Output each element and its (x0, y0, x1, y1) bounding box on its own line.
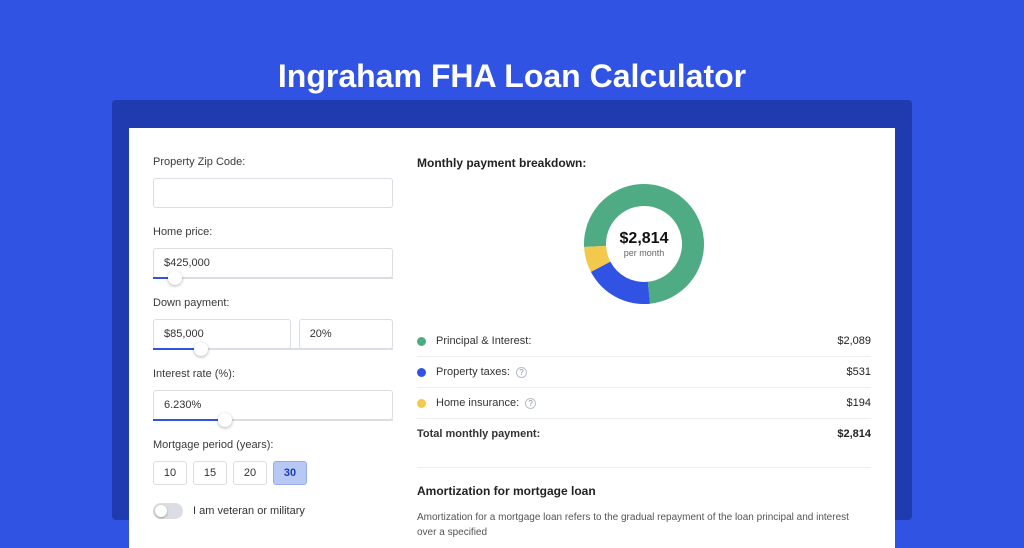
page-title: Ingraham FHA Loan Calculator (0, 58, 1024, 95)
legend-text-taxes: Property taxes: (436, 366, 510, 378)
interest-rate-input[interactable] (153, 390, 393, 420)
legend-label-insurance: Home insurance: ? (436, 397, 847, 409)
interest-rate-label: Interest rate (%): (153, 368, 393, 380)
veteran-row: I am veteran or military (153, 503, 393, 519)
legend: Principal & Interest: $2,089 Property ta… (417, 326, 871, 449)
zip-field: Property Zip Code: (153, 156, 393, 208)
mortgage-period-20[interactable]: 20 (233, 461, 267, 485)
amortization-text: Amortization for a mortgage loan refers … (417, 510, 871, 540)
down-payment-slider-thumb[interactable] (194, 342, 208, 356)
legend-dot-pi (417, 337, 426, 346)
help-icon[interactable]: ? (525, 398, 536, 409)
calculator-card: Property Zip Code: Home price: Down paym… (129, 128, 895, 548)
legend-label-pi: Principal & Interest: (436, 335, 837, 347)
interest-rate-field: Interest rate (%): (153, 368, 393, 421)
home-price-slider-thumb[interactable] (168, 271, 182, 285)
down-payment-label: Down payment: (153, 297, 393, 309)
legend-label-taxes: Property taxes: ? (436, 366, 847, 378)
legend-dot-insurance (417, 399, 426, 408)
legend-total: Total monthly payment: $2,814 (417, 419, 871, 449)
donut-chart: $2,814 per month (584, 184, 704, 304)
home-price-input[interactable] (153, 248, 393, 278)
legend-val-insurance: $194 (847, 397, 871, 409)
donut-center: $2,814 per month (584, 184, 704, 304)
interest-rate-slider-thumb[interactable] (218, 413, 232, 427)
mortgage-period-label: Mortgage period (years): (153, 439, 393, 451)
mortgage-period-15[interactable]: 15 (193, 461, 227, 485)
down-payment-amount-input[interactable] (153, 319, 291, 349)
home-price-field: Home price: (153, 226, 393, 279)
legend-dot-taxes (417, 368, 426, 377)
donut-sub: per month (624, 248, 665, 258)
veteran-label: I am veteran or military (193, 505, 305, 517)
legend-val-pi: $2,089 (837, 335, 871, 347)
home-price-label: Home price: (153, 226, 393, 238)
legend-total-label: Total monthly payment: (417, 428, 837, 440)
down-payment-field: Down payment: (153, 297, 393, 350)
down-payment-slider[interactable] (153, 348, 393, 350)
zip-input[interactable] (153, 178, 393, 208)
interest-rate-slider[interactable] (153, 419, 393, 421)
mortgage-period-options: 10 15 20 30 (153, 461, 393, 485)
legend-text-insurance: Home insurance: (436, 397, 519, 409)
home-price-slider[interactable] (153, 277, 393, 279)
results-column: Monthly payment breakdown: $2,814 per mo… (417, 156, 871, 520)
down-payment-percent-input[interactable] (299, 319, 393, 349)
breakdown-title: Monthly payment breakdown: (417, 156, 871, 170)
mortgage-period-10[interactable]: 10 (153, 461, 187, 485)
mortgage-period-field: Mortgage period (years): 10 15 20 30 (153, 439, 393, 485)
legend-total-value: $2,814 (837, 428, 871, 440)
legend-home-insurance: Home insurance: ? $194 (417, 388, 871, 418)
legend-property-taxes: Property taxes: ? $531 (417, 357, 871, 387)
donut-chart-wrap: $2,814 per month (417, 184, 871, 304)
legend-text-pi: Principal & Interest: (436, 335, 531, 347)
veteran-toggle-knob (155, 505, 167, 517)
interest-rate-slider-fill (153, 419, 225, 421)
amortization-title: Amortization for mortgage loan (417, 484, 871, 498)
help-icon[interactable]: ? (516, 367, 527, 378)
legend-val-taxes: $531 (847, 366, 871, 378)
zip-label: Property Zip Code: (153, 156, 393, 168)
amortization-section: Amortization for mortgage loan Amortizat… (417, 467, 871, 540)
donut-amount: $2,814 (620, 230, 669, 248)
legend-principal-interest: Principal & Interest: $2,089 (417, 326, 871, 356)
mortgage-period-30[interactable]: 30 (273, 461, 307, 485)
inputs-column: Property Zip Code: Home price: Down paym… (153, 156, 393, 520)
veteran-toggle[interactable] (153, 503, 183, 519)
